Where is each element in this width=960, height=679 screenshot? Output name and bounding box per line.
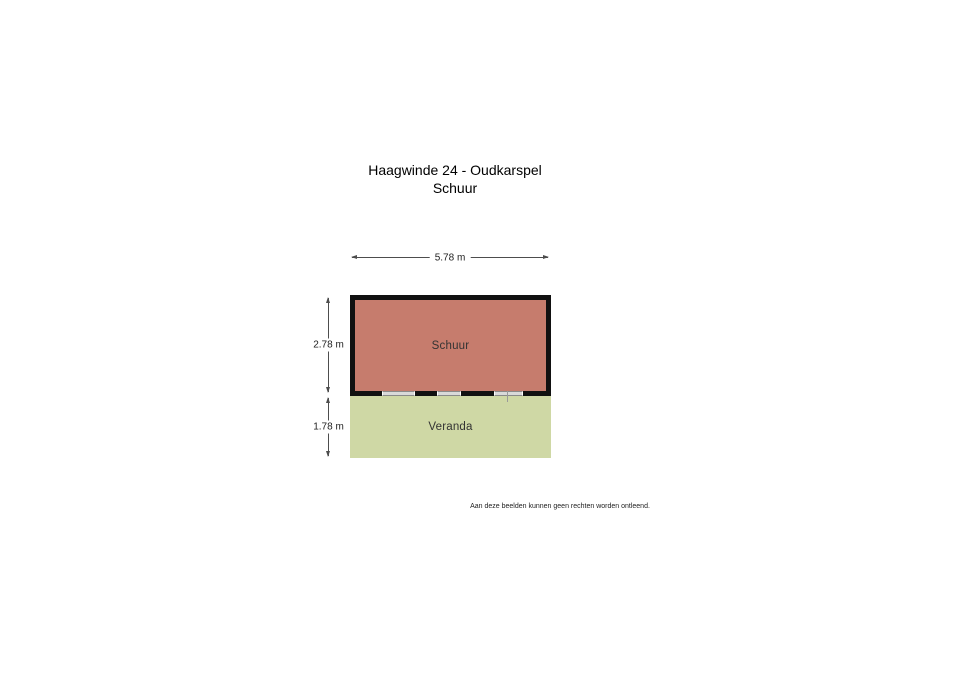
room-label-veranda: Veranda	[428, 421, 473, 433]
title-block: Haagwinde 24 - Oudkarspel Schuur	[305, 161, 605, 197]
page-subtitle: Schuur	[432, 180, 478, 196]
arrow-left-icon	[351, 255, 357, 259]
room-schuur: Schuur	[350, 295, 551, 396]
arrow-up-icon	[326, 397, 330, 403]
wall-opening-window	[437, 391, 461, 396]
arrow-up-icon	[326, 297, 330, 303]
arrow-right-icon	[543, 255, 549, 259]
dimension-label-total-width: 5.78 m	[429, 251, 471, 264]
room-label-schuur: Schuur	[431, 339, 470, 352]
dimension-label-veranda-depth: 1.78 m	[308, 420, 349, 434]
disclaimer-text: Aan deze beelden kunnen geen rechten wor…	[470, 503, 650, 510]
arrow-down-icon	[326, 451, 330, 457]
wall-opening-window	[382, 391, 415, 396]
page-title: Haagwinde 24 - Oudkarspel	[368, 162, 542, 178]
post-divider-tick	[507, 391, 508, 402]
room-veranda: Veranda	[350, 396, 551, 458]
dimension-veranda-depth: 1.78 m	[308, 397, 349, 457]
wall-opening-window	[494, 391, 523, 396]
dimension-schuur-depth: 2.78 m	[308, 297, 349, 393]
arrow-down-icon	[326, 387, 330, 393]
dimension-total-width: 5.78 m	[351, 251, 549, 264]
dimension-label-schuur-depth: 2.78 m	[308, 338, 349, 352]
